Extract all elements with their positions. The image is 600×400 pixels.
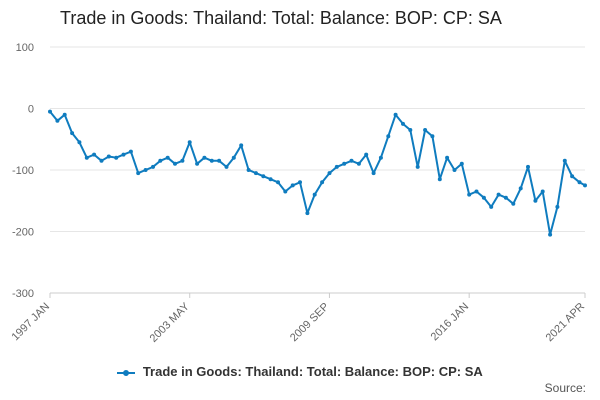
data-point: [173, 161, 177, 166]
x-tick-label: 2009 SEP: [288, 301, 332, 345]
data-point: [481, 195, 486, 200]
data-point: [48, 109, 52, 114]
data-point: [356, 161, 361, 166]
data-point: [371, 171, 376, 176]
data-point: [180, 158, 185, 163]
data-point: [386, 134, 391, 139]
y-tick-label: -200: [12, 227, 34, 239]
x-tick-label: 2003 MAY: [148, 300, 193, 345]
data-point: [437, 177, 442, 182]
data-point: [99, 158, 104, 163]
data-point: [423, 128, 428, 132]
data-point: [570, 174, 575, 179]
data-point: [128, 149, 133, 154]
data-point: [158, 158, 163, 163]
data-point: [246, 168, 251, 172]
data-point: [393, 112, 398, 117]
data-point: [349, 158, 354, 163]
data-point: [136, 171, 141, 176]
y-tick-label: 0: [28, 104, 34, 116]
data-point: [518, 186, 523, 191]
data-point: [55, 118, 60, 123]
x-tick-label: 2016 JAN: [429, 301, 472, 344]
data-point: [548, 232, 553, 237]
legend[interactable]: Trade in Goods: Thailand: Total: Balance…: [0, 364, 600, 379]
data-point: [77, 140, 82, 145]
data-point: [121, 152, 126, 157]
data-point: [268, 177, 273, 182]
y-tick-label: 100: [16, 42, 34, 54]
series-line: [49, 110, 586, 236]
legend-label: Trade in Goods: Thailand: Total: Balance…: [142, 364, 483, 379]
data-point: [253, 171, 258, 176]
data-point: [555, 204, 560, 209]
data-point: [445, 155, 450, 160]
data-point: [143, 168, 148, 172]
data-point: [320, 180, 325, 185]
data-point: [364, 152, 369, 157]
data-point: [503, 195, 508, 200]
data-point: [334, 164, 339, 169]
source-label: Source:: [544, 381, 586, 395]
data-point: [224, 164, 229, 169]
data-point: [195, 161, 200, 166]
data-point: [511, 201, 516, 206]
data-point: [526, 164, 530, 169]
data-point: [474, 189, 479, 194]
data-point: [187, 140, 192, 145]
x-axis: [49, 292, 586, 298]
y-tick-label: -300: [12, 288, 34, 300]
data-point: [312, 192, 317, 197]
data-point: [92, 152, 97, 157]
data-point: [533, 198, 538, 203]
data-point: [583, 183, 587, 188]
series-points-group: [48, 109, 587, 237]
legend-marker-icon: [117, 368, 136, 378]
data-point: [459, 161, 464, 166]
data-point: [202, 155, 207, 160]
data-point: [231, 155, 236, 160]
data-point: [239, 143, 244, 148]
data-point: [408, 128, 413, 132]
data-point: [84, 155, 89, 160]
data-point: [276, 180, 280, 185]
grid-lines: [50, 46, 585, 294]
data-point: [327, 171, 332, 176]
data-point: [62, 112, 67, 117]
y-tick-labels: 100 0 -100 -200 -300: [12, 42, 34, 300]
data-point: [452, 168, 457, 172]
data-point: [415, 164, 420, 169]
data-point: [151, 164, 155, 169]
chart-title: Trade in Goods: Thailand: Total: Balance…: [60, 8, 502, 28]
x-tick-label: 1997 JAN: [9, 301, 52, 344]
series-line-group: [49, 110, 586, 236]
data-point: [342, 161, 347, 166]
data-point: [378, 155, 383, 160]
data-point: [489, 204, 494, 209]
data-point: [165, 155, 170, 160]
data-point: [496, 192, 501, 197]
data-point: [114, 155, 119, 160]
data-point: [305, 211, 310, 216]
data-point: [401, 121, 405, 126]
x-tick-labels: 1997 JAN 2003 MAY 2009 SEP 2016 JAN 2021 APR: [9, 300, 587, 345]
data-point: [562, 158, 567, 163]
data-point: [106, 154, 111, 159]
data-point: [217, 158, 222, 163]
data-point: [283, 189, 288, 194]
data-point: [290, 183, 295, 188]
data-point: [577, 180, 582, 185]
data-point: [298, 180, 302, 185]
data-point: [209, 158, 214, 163]
data-point: [430, 134, 435, 139]
data-point: [540, 189, 545, 194]
x-tick-label: 2021 APR: [544, 301, 588, 345]
y-tick-label: -100: [12, 165, 34, 177]
data-point: [261, 174, 266, 179]
data-point: [70, 131, 75, 136]
data-point: [467, 192, 472, 197]
